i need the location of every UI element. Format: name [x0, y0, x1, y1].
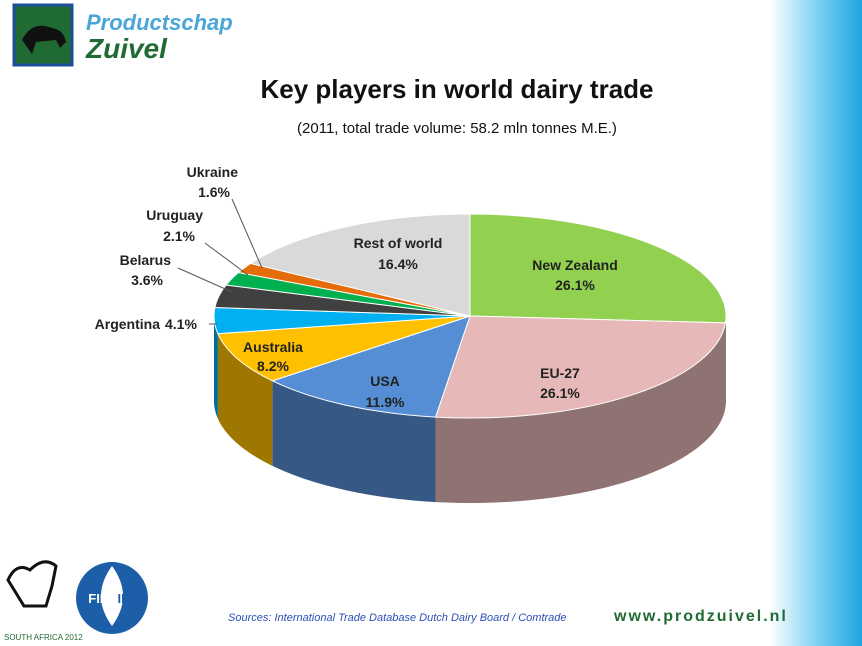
- data-label-name: Uruguay: [146, 207, 203, 223]
- data-label-value: 2.1%: [163, 228, 195, 244]
- event-text: SOUTH AFRICA 2012: [4, 633, 83, 642]
- data-label-value: 3.6%: [131, 272, 163, 288]
- slice: [249, 213, 471, 317]
- slice-side: [435, 322, 726, 503]
- slice-side: [725, 316, 726, 408]
- data-label-value: 26.1%: [540, 385, 580, 401]
- data-label-name: New Zealand: [532, 257, 618, 273]
- data-label-value: 4.1%: [165, 316, 197, 332]
- slice: [434, 315, 727, 419]
- event-logo: [6, 560, 58, 608]
- slice: [217, 315, 471, 382]
- data-label-value: 26.1%: [555, 277, 595, 293]
- fil-text: FIL: [88, 591, 108, 606]
- data-label-name: Argentina: [95, 316, 161, 332]
- logo-cow: [22, 25, 66, 54]
- data-label-name: Rest of world: [354, 235, 443, 251]
- data-label-name: EU-27: [540, 365, 580, 381]
- chart-title: Key players in world dairy trade: [260, 74, 653, 104]
- source: Sources: International Trade Database Du…: [228, 612, 567, 624]
- side-band: [770, 0, 862, 646]
- idf-drop: [101, 566, 123, 626]
- leader-line: [231, 198, 263, 269]
- leader-line: [177, 267, 233, 293]
- data-label-value: 8.2%: [257, 358, 289, 374]
- data-label-value: 1.6%: [198, 184, 230, 200]
- leader-line: [204, 242, 249, 276]
- data-label-value: 16.4%: [378, 256, 418, 272]
- idf-text: IDF: [118, 591, 139, 606]
- brand-bottom: Zuivel: [85, 33, 168, 64]
- data-label-name: Ukraine: [187, 164, 239, 180]
- data-label-name: Australia: [243, 339, 303, 355]
- slice-side: [272, 380, 436, 503]
- slice: [469, 213, 727, 324]
- slice-side: [214, 316, 218, 419]
- brand-top: Productschap: [86, 10, 233, 35]
- website: www.prodzuivel.nl: [613, 608, 788, 625]
- pie: New Zealand 26.1% EU-27 26.1% USA 11.9% Austra…: [95, 164, 727, 503]
- data-label-value: 11.9%: [366, 394, 405, 410]
- slice: [271, 315, 471, 418]
- data-label-name: USA: [370, 373, 400, 389]
- chart-subtitle: (2011, total trade volume: 58.2 mln tonn…: [297, 120, 617, 137]
- data-label-name: Belarus: [120, 252, 172, 268]
- slice-side: [217, 333, 273, 466]
